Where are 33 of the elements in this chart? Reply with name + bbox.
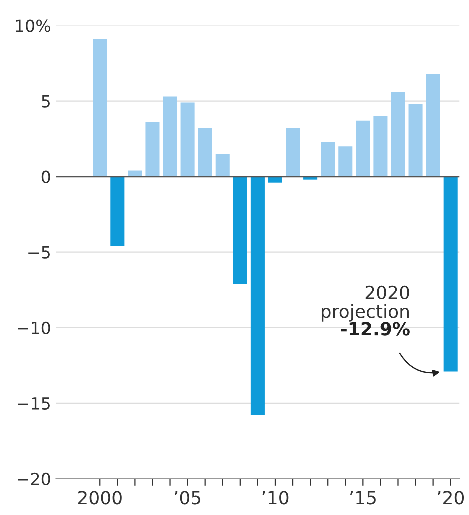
y-tick-label: −20 — [18, 472, 50, 486]
y-tick-label: −5 — [28, 246, 50, 259]
y-tick-label: 10% — [16, 20, 50, 32]
y-tick-label: −15 — [18, 398, 50, 410]
bar — [216, 154, 230, 177]
bar — [268, 176, 282, 183]
bar — [163, 96, 178, 177]
bar — [374, 116, 388, 177]
bar — [356, 120, 370, 177]
bar — [391, 92, 406, 177]
y-tick-label: 0 — [42, 170, 50, 184]
y-tick-label: 5 — [42, 95, 50, 108]
bar — [146, 122, 160, 177]
annotation: 2020 projection — [322, 286, 410, 322]
bar — [338, 146, 353, 177]
bar — [180, 102, 195, 177]
x-tick-label: ’15 — [350, 491, 376, 505]
x-tick-label: ’05 — [175, 491, 201, 505]
bar — [233, 176, 248, 284]
y-tick-label: −10 — [18, 322, 50, 334]
x-tick-label: ’20 — [438, 491, 464, 505]
bar — [286, 128, 300, 177]
bar — [321, 142, 336, 177]
bar — [198, 128, 212, 177]
x-tick-label: ’10 — [262, 491, 289, 505]
bar — [408, 104, 423, 177]
x-tick-label: 2000 — [78, 491, 122, 505]
bar — [110, 176, 125, 246]
bar — [250, 176, 265, 416]
annotation: -12.9% — [341, 322, 410, 336]
bar — [93, 39, 108, 177]
bar — [444, 176, 458, 372]
bar — [426, 74, 440, 177]
